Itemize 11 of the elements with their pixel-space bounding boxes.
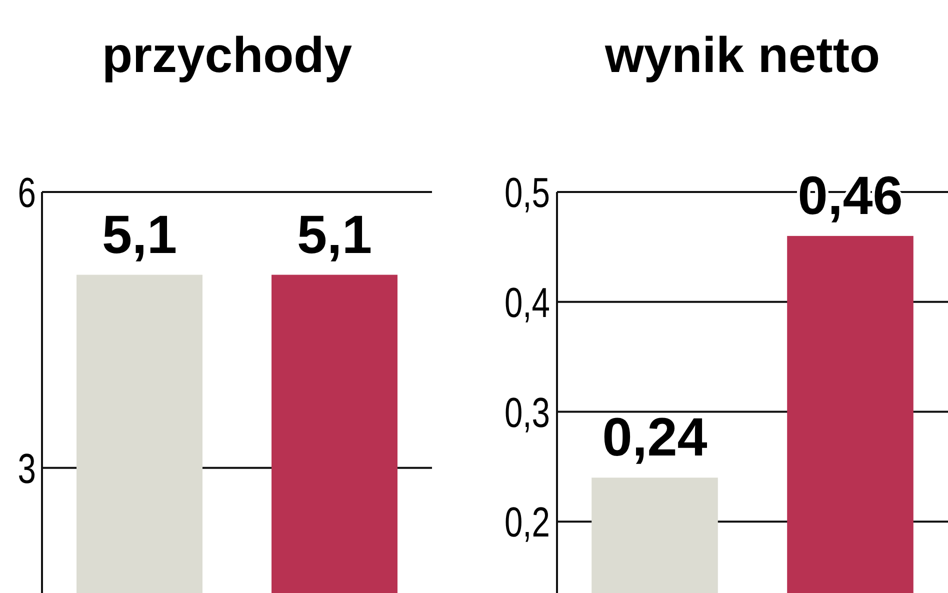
y-tick-label: 0,2 (504, 498, 550, 546)
y-tick-label: 3 (18, 445, 36, 492)
chart-title: przychody (102, 27, 352, 83)
y-tick-label: 0,5 (504, 169, 550, 216)
chart-title: wynik netto (604, 27, 880, 83)
data-label: 5,1 (296, 204, 372, 265)
data-label: 5,1 (102, 204, 178, 265)
y-tick-label: 6 (18, 169, 36, 216)
y-tick-label: 0,4 (504, 279, 550, 326)
data-label: 0,24 (602, 408, 708, 468)
y-tick-label: 0,3 (504, 388, 550, 436)
